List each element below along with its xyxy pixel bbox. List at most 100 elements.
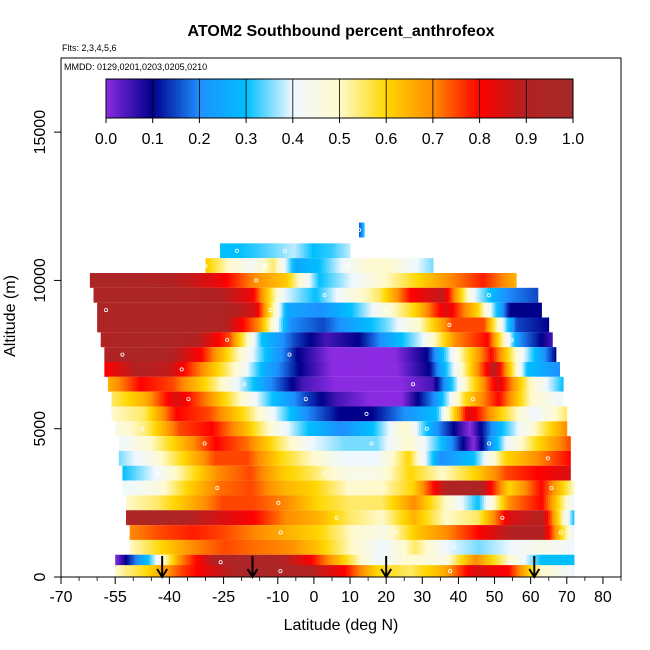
heatmap-cell (330, 480, 333, 496)
heatmap-cell (514, 436, 517, 451)
heatmap-cell (103, 317, 106, 333)
heatmap-cell (392, 317, 396, 333)
heatmap-cell (477, 287, 481, 303)
heatmap-cell (318, 347, 321, 362)
heatmap-cell (526, 450, 529, 466)
heatmap-cell (311, 406, 314, 422)
heatmap-cell (171, 406, 174, 422)
heatmap-cell (497, 376, 500, 392)
heatmap-cell (406, 480, 409, 496)
heatmap-cell (530, 332, 533, 348)
heatmap-cell (167, 273, 171, 288)
heatmap-cell (408, 332, 411, 348)
heatmap-cell (163, 421, 166, 437)
heatmap-cell (478, 510, 481, 526)
heatmap-cell (401, 376, 404, 392)
heatmap-cell (363, 406, 366, 422)
heatmap-cell (421, 302, 424, 318)
heatmap-cell (114, 361, 117, 377)
heatmap-cell (328, 436, 332, 451)
heatmap-cell (309, 539, 313, 555)
heatmap-cell (253, 302, 256, 318)
heatmap-cell (513, 302, 516, 318)
heatmap-cell (125, 406, 128, 422)
heatmap-cell (241, 243, 245, 259)
heatmap-cell (239, 525, 243, 540)
heatmap-cell (300, 273, 303, 288)
heatmap-cell (397, 539, 401, 555)
heatmap-cell (498, 406, 502, 422)
heatmap-cell (513, 554, 517, 570)
heatmap-cell (291, 554, 294, 570)
heatmap-cell (127, 287, 130, 303)
heatmap-cell (535, 347, 539, 362)
heatmap-cell (554, 510, 557, 526)
heatmap-cell (207, 273, 211, 288)
heatmap-cell (222, 361, 225, 377)
heatmap-cell (197, 525, 201, 540)
heatmap-cell (556, 510, 559, 526)
heatmap-cell (452, 465, 455, 481)
heatmap-cell (444, 510, 447, 526)
heatmap-cell (294, 243, 297, 259)
heatmap-cell (546, 332, 549, 348)
heatmap-cell (97, 302, 100, 318)
heatmap-cell (371, 287, 375, 303)
heatmap-cell (108, 361, 111, 377)
heatmap-cell (380, 436, 383, 451)
measurement-marker (321, 471, 326, 476)
heatmap-cell (225, 317, 228, 333)
heatmap-cell (538, 480, 541, 496)
heatmap-cell (448, 332, 451, 348)
heatmap-cell (501, 361, 505, 377)
heatmap-cell (472, 273, 475, 288)
heatmap-cell (220, 347, 223, 362)
heatmap-cell (125, 302, 128, 318)
heatmap-cell (407, 539, 411, 555)
heatmap-cell (179, 525, 183, 540)
heatmap-cell (415, 361, 419, 377)
heatmap-cell (203, 406, 206, 422)
heatmap-cell (271, 376, 275, 392)
heatmap-cell (196, 332, 200, 348)
heatmap-cell (400, 495, 403, 511)
heatmap-cell (306, 347, 309, 362)
heatmap-cell (531, 391, 534, 407)
heatmap-cell (439, 361, 443, 377)
heatmap-cell (277, 376, 281, 392)
heatmap-cell (536, 421, 540, 437)
heatmap-cell (379, 258, 382, 274)
heatmap-cell (306, 495, 309, 511)
heatmap-cell (392, 332, 395, 348)
heatmap-cell (496, 495, 499, 511)
heatmap-cell (570, 495, 573, 511)
measurement-marker (447, 322, 452, 327)
heatmap-cell (304, 480, 307, 496)
heatmap-cell (229, 376, 233, 392)
heatmap-cell (330, 465, 333, 481)
heatmap-cell (486, 450, 489, 466)
heatmap-cell (301, 421, 304, 437)
heatmap-cell (158, 510, 161, 526)
heatmap-cell (180, 436, 184, 451)
heatmap-cell (356, 317, 360, 333)
heatmap-cell (311, 391, 314, 407)
heatmap-cell (163, 302, 166, 318)
heatmap-cell (285, 302, 288, 318)
heatmap-cell (168, 347, 171, 362)
heatmap-cell (451, 406, 454, 422)
heatmap-cell (288, 436, 292, 451)
heatmap-cell (478, 450, 481, 466)
heatmap-cell (432, 436, 435, 451)
heatmap-cell (286, 243, 289, 259)
heatmap-cell (439, 565, 443, 577)
heatmap-cell (322, 510, 325, 526)
heatmap-cell (305, 525, 309, 540)
heatmap-cell (514, 510, 517, 526)
heatmap-cell (212, 465, 215, 481)
heatmap-cell (512, 406, 516, 422)
heatmap-cell (541, 347, 545, 362)
heatmap-cell (325, 565, 328, 577)
heatmap-cell (522, 480, 525, 496)
heatmap-cell (113, 406, 116, 422)
